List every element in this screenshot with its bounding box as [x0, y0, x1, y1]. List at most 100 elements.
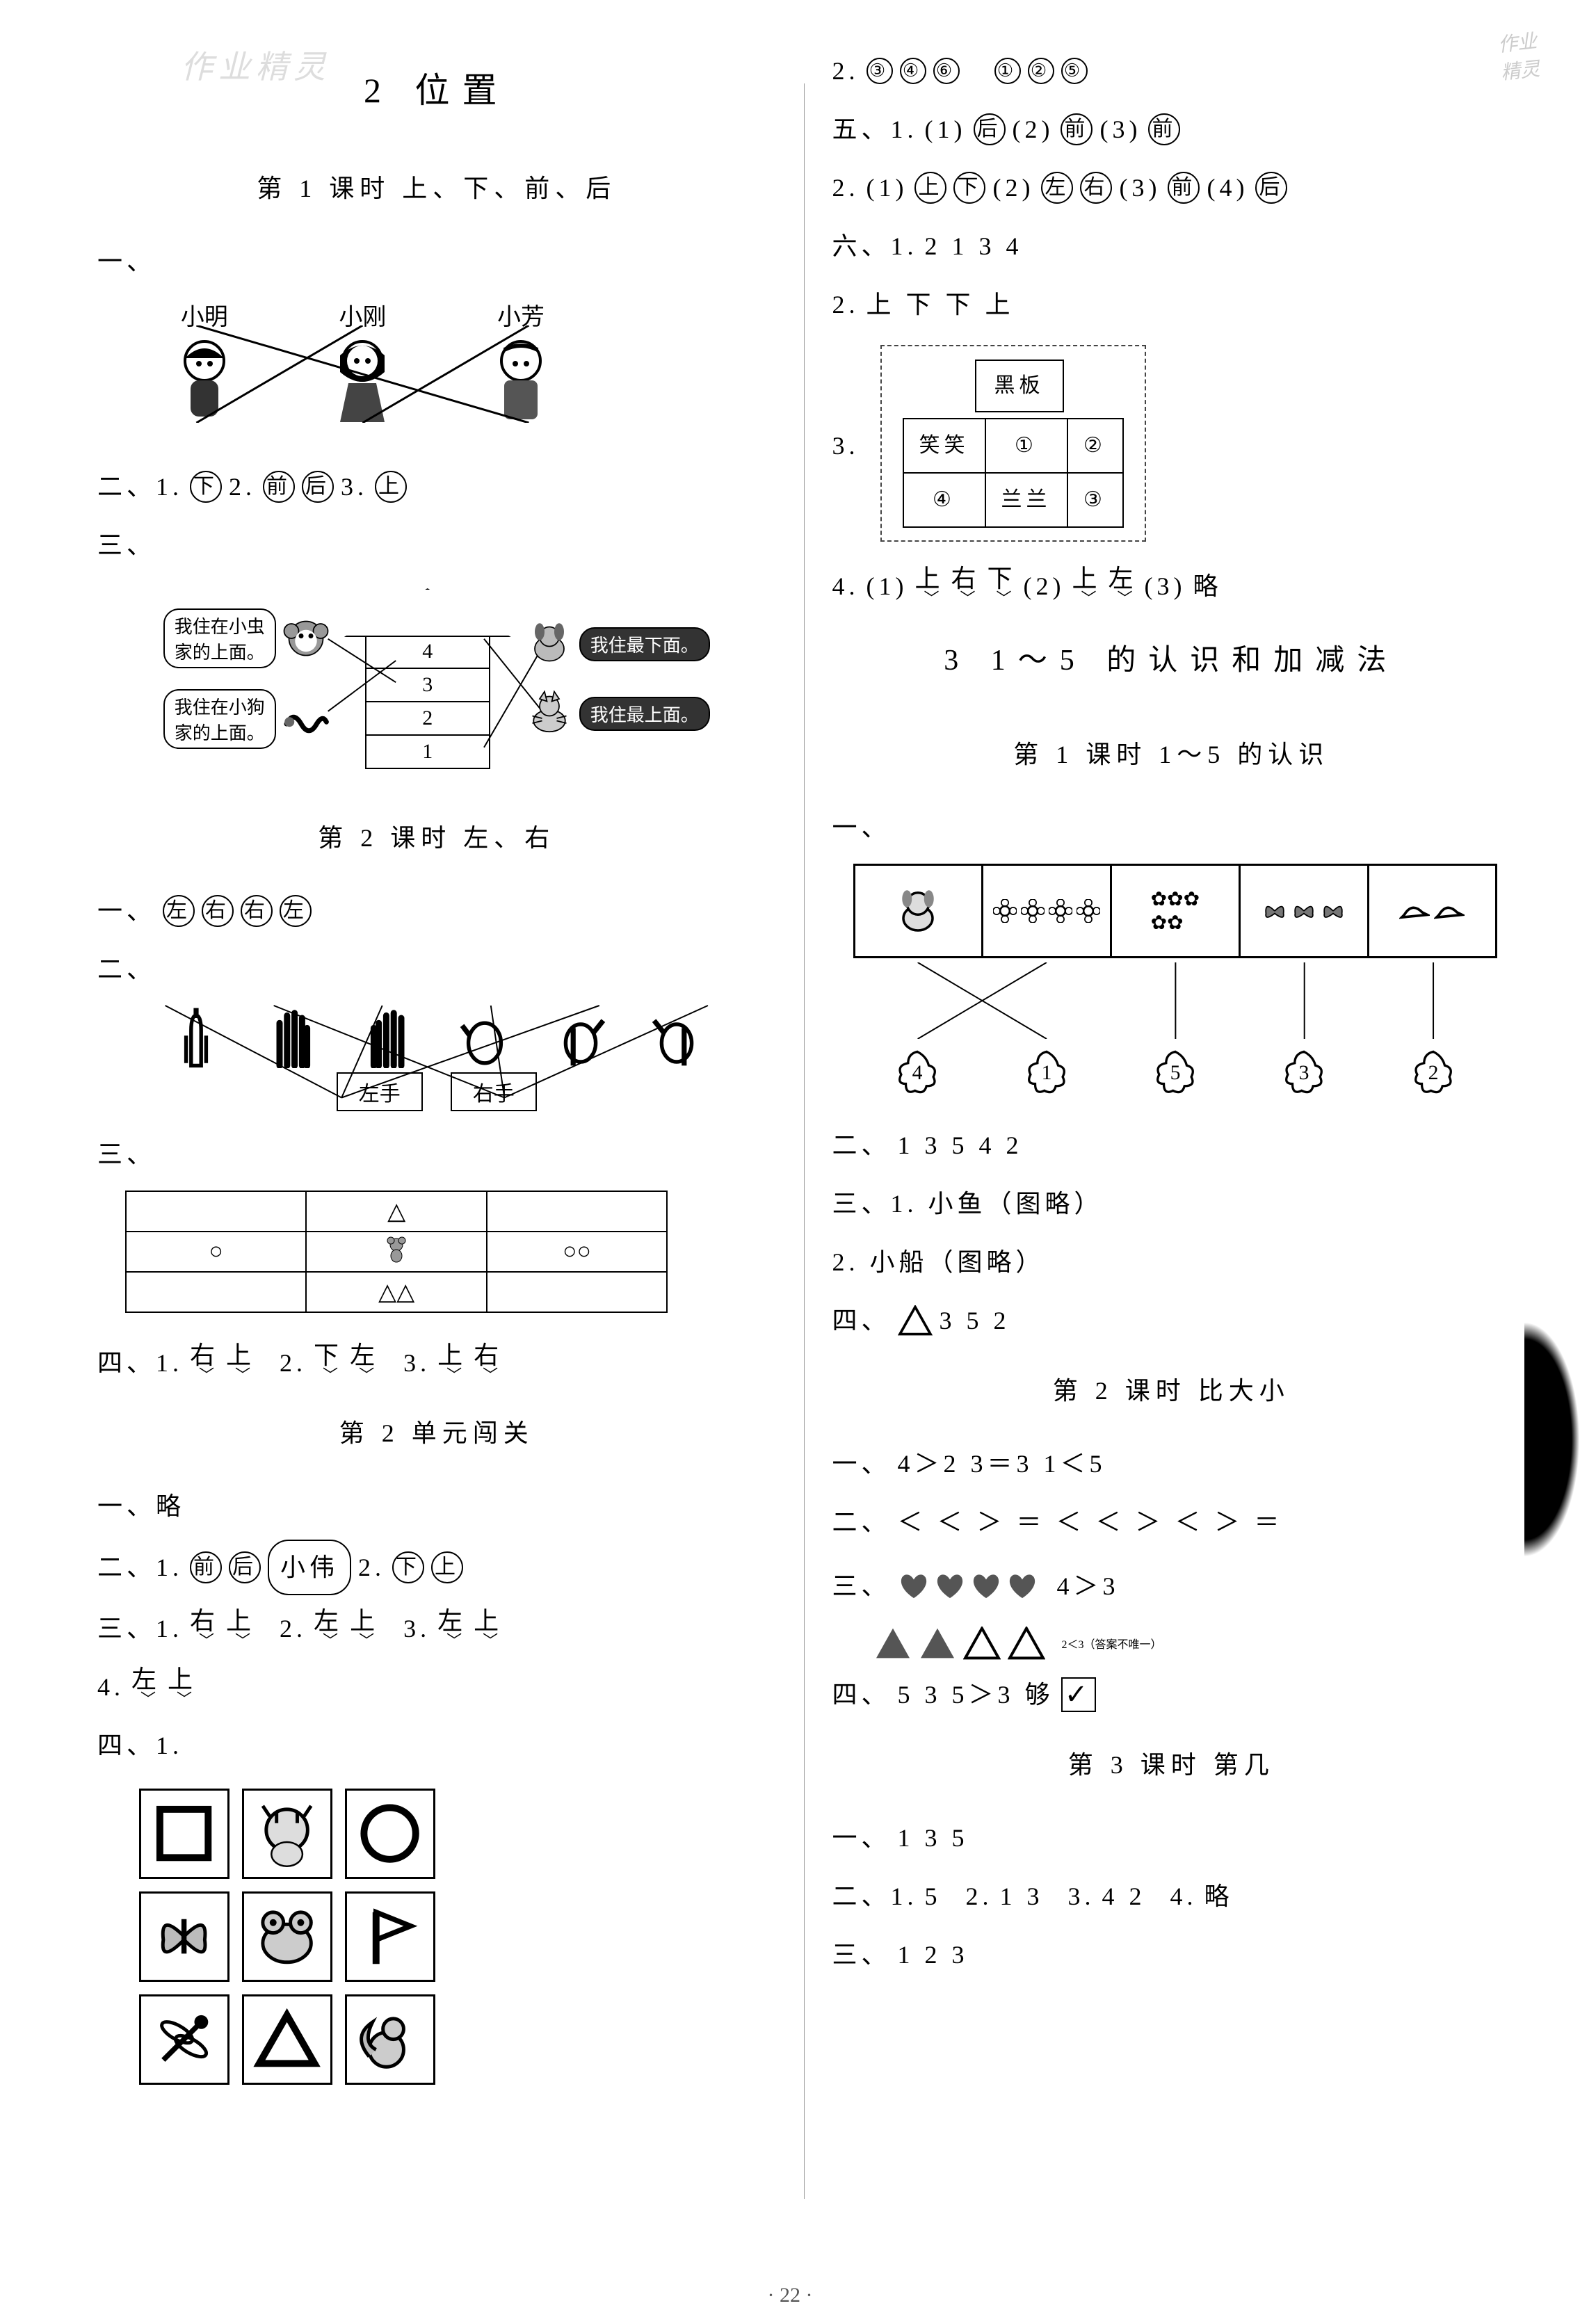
hearts-row: 4＞3 [898, 1561, 1120, 1611]
r-six-3: 3. 黑板 笑笑①② ④兰兰③ [832, 338, 1511, 553]
answer-circle: 后 [229, 1551, 261, 1583]
answer-circle: 下 [190, 471, 222, 503]
q3-label: 三、 [97, 520, 776, 570]
flower-badge: 2 [1410, 1049, 1456, 1095]
c3-l1-q3b: 2. 小船（图略） [832, 1237, 1511, 1287]
l2-q3-label: 三、 [97, 1129, 776, 1179]
speech-bubble: 我住在小狗家的上面。 [163, 689, 276, 749]
triangle-filled-icon [919, 1627, 956, 1660]
hand-icon [645, 1006, 708, 1068]
answer-circle: 右 [241, 895, 273, 927]
answer-circle: 上 [375, 471, 407, 503]
answer-circle: 左 [280, 895, 312, 927]
q2-line: 二、1. 下 2. 前 后 3. 上 [97, 462, 776, 512]
lesson-1-title: 第 1 课时 上、下、前、后 [97, 168, 776, 204]
tic-frog-icon [242, 1891, 332, 1982]
tic-grid [139, 1789, 776, 2085]
cat-icon [525, 689, 574, 738]
c3-l2-q1: 一、4＞2 3＝3 1＜5 [832, 1439, 1511, 1489]
speech-bubble-dark: 我住最上面。 [579, 697, 710, 731]
count-lines [853, 962, 1498, 1039]
svg-text:2: 2 [1428, 1062, 1438, 1084]
flower-badge: 3 [1281, 1049, 1327, 1095]
count-cell-leaves: ✿✿✿✿✿ [1112, 866, 1241, 956]
grid-center-icon [306, 1232, 486, 1272]
answer-circle: 前 [190, 1551, 222, 1583]
count-cell-dog [855, 866, 984, 956]
hand-icon [549, 1006, 612, 1068]
answer-circle: 下 [392, 1551, 424, 1583]
r-six-1: 六、1.2 1 3 4 [832, 221, 1511, 271]
flower-badge: 5 [1152, 1049, 1198, 1095]
ug-q4: 4. 左﹀ 上﹀ [97, 1662, 776, 1712]
house-diagram: 我住在小虫家的上面。 我住在小狗家的上面。 4 3 2 1 我住最下面。 我住最… [97, 588, 776, 769]
hands-diagram: 左手 右手 [97, 999, 776, 1125]
hand-icon [261, 1006, 323, 1068]
answer-pill: 小伟 [268, 1540, 351, 1595]
answer-circle: 上 [431, 1551, 463, 1583]
answer-circle: 右 [202, 895, 234, 927]
r-five-1: 五、1. (1)后 (2)前 (3)前 [832, 104, 1511, 154]
house-right-side: 我住最下面。 我住最上面。 [525, 620, 710, 738]
triangle-icon [898, 1305, 933, 1336]
watermark-mid: 作业精灵 [181, 42, 331, 88]
page-number: · 22 · [0, 2284, 1580, 2307]
right-column: 2. ③④⑥ ①②⑤ 五、1. (1)后 (2)前 (3)前 2. (1)上下 … [832, 42, 1511, 2282]
house-floor: 3 [365, 668, 490, 702]
heart-icon [898, 1572, 930, 1601]
l2-q2-label: 二、 [97, 944, 776, 994]
r-six-4: 4. (1) 上﹀ 右﹀ 下﹀ (2) 上﹀ 左﹀ (3)略 [832, 561, 1511, 611]
tic-tiger-icon [242, 1789, 332, 1879]
tic-square-icon [139, 1789, 229, 1879]
ug-q4b-label: 四、1. [97, 1720, 776, 1770]
chapter-3-title: 3 1～5 的认识和加减法 [832, 636, 1511, 679]
kids-row: 小明 小刚 小芳 [125, 298, 600, 437]
c3-l3-q3: 三、1 2 3 [832, 1930, 1511, 1980]
svg-text:4: 4 [912, 1062, 923, 1084]
seating-table: 笑笑①② ④兰兰③ [903, 418, 1124, 528]
count-cell-butterflies [1241, 866, 1369, 956]
c3-l1-q1-label: 一、 [832, 802, 1511, 853]
heart-icon [1006, 1572, 1038, 1601]
left-column: 2 位置 第 1 课时 上、下、前、后 一、 小明 小刚 小芳 二、1. 下 2… [97, 42, 776, 2282]
speech-bubble: 我住在小虫家的上面。 [163, 608, 276, 668]
count-match-diagram: ✿✿✿✿✿ 4 1 5 3 2 [832, 857, 1511, 1116]
flower-badge: 1 [1024, 1049, 1070, 1095]
c3-l3-q2: 二、1.5 2.1 3 3.4 2 4.略 [832, 1871, 1511, 1921]
house-stack: 4 3 2 1 [344, 588, 511, 769]
blackboard-label: 黑板 [975, 360, 1064, 412]
triangle-grid: △ ○○○ △△ [125, 1191, 668, 1313]
dog-icon [525, 620, 574, 668]
c3-l1-q2: 二、1 3 5 4 2 [832, 1120, 1511, 1170]
hand-label-right: 右手 [451, 1072, 537, 1111]
house-floor: 1 [365, 734, 490, 769]
tic-dragonfly-icon [139, 1994, 229, 2085]
seating-box: 黑板 笑笑①② ④兰兰③ [880, 345, 1146, 542]
column-divider [804, 83, 805, 2199]
count-cell-flowers [983, 866, 1112, 956]
r-six-2: 2.上 下 下 上 [832, 280, 1511, 330]
ug-q3: 三、1. 右﹀ 上﹀ 2. 左﹀ 上﹀ 3. 左﹀ 上﹀ [97, 1604, 776, 1654]
l2-q4: 四、1. 右﹀ 上﹀ 2. 下﹀ 左﹀ 3. 上﹀ 右﹀ [97, 1338, 776, 1388]
answer-circle: 左 [163, 895, 195, 927]
edge-thumb-shadow [1524, 1321, 1580, 1558]
triangle-outline-icon [963, 1627, 1001, 1660]
house-floor: 2 [365, 701, 490, 736]
c3-l2-q2: 二、＜ ＜ ＞ ＝ ＜ ＜ ＞ ＜ ＞ ＝ [832, 1497, 1511, 1547]
flower-badge: 4 [894, 1049, 940, 1095]
r-five-2: 2. (1)上下 (2)左右 (3)前 (4)后 [832, 163, 1511, 213]
hand-icon [357, 1006, 420, 1068]
c3-l2-q4: 四、 5 3 5＞3 够 ✓ [832, 1670, 1511, 1720]
q1-label: 一、 [97, 236, 776, 287]
c3-l3-q1: 一、1 3 5 [832, 1813, 1511, 1863]
svg-text:3: 3 [1299, 1062, 1309, 1084]
kids-cross-lines [125, 325, 600, 423]
svg-text:5: 5 [1170, 1062, 1180, 1084]
triangle-filled-icon [874, 1627, 912, 1660]
c3-l1-q4: 四、 3 5 2 [832, 1296, 1511, 1346]
house-left-side: 我住在小虫家的上面。 我住在小狗家的上面。 [163, 608, 330, 749]
answer-circle: 后 [302, 471, 334, 503]
r-top: 2. ③④⑥ ①②⑤ [832, 46, 1511, 96]
tic-squirrel-icon [345, 1994, 435, 2085]
worm-icon [282, 695, 330, 743]
